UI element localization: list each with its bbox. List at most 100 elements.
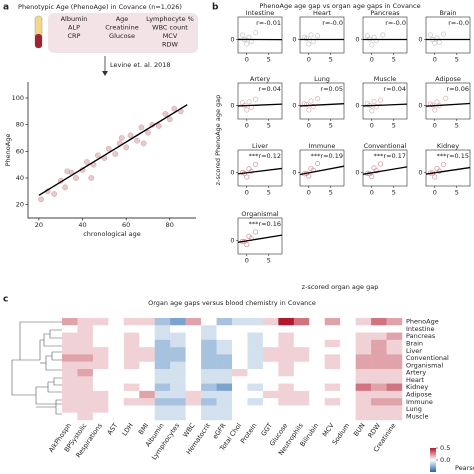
heat-cell — [185, 332, 202, 341]
heat-cell — [170, 398, 186, 406]
heat-cell — [185, 325, 202, 333]
x-axis-label: z-scored organ age gap — [302, 283, 379, 291]
point — [434, 35, 440, 41]
r-label: ***r=0.17 — [374, 152, 406, 160]
x-tick-label: 0 — [307, 122, 311, 130]
axes — [27, 82, 196, 219]
heat-cell — [371, 347, 387, 355]
point — [380, 32, 386, 38]
point — [64, 168, 71, 175]
heat-cell — [108, 376, 125, 384]
heat-cell — [340, 361, 356, 370]
input-item: Lymphocyte % — [146, 15, 194, 23]
heat-cell — [154, 405, 171, 413]
heat-cell — [340, 354, 356, 362]
heat-cell — [247, 325, 264, 333]
point — [308, 32, 314, 38]
x-tick-label: 20 — [35, 221, 43, 229]
heat-cell — [108, 361, 125, 370]
heat-cell — [371, 354, 387, 362]
heat-cell — [185, 361, 202, 370]
point — [436, 39, 442, 45]
x-tick-label: 0 — [245, 257, 249, 265]
r-label: r=0.06 — [446, 85, 469, 93]
heat-cell — [293, 369, 310, 377]
heat-cell — [139, 398, 155, 406]
heat-cell — [170, 369, 186, 377]
heat-cell — [293, 339, 310, 348]
heat-cell — [185, 318, 202, 326]
input-item: Glucose — [109, 32, 135, 40]
heat-cell — [62, 405, 78, 413]
heat-cell — [386, 354, 403, 362]
subplot-frame — [237, 82, 283, 120]
heat-cell — [154, 332, 171, 341]
heat-cell — [139, 383, 155, 392]
row-label: PhenoAge — [406, 318, 439, 326]
heat-cell — [262, 318, 279, 326]
subplot-title: Organismal — [241, 210, 278, 218]
heat-cell — [201, 412, 217, 421]
heat-cell — [371, 376, 387, 384]
heat-cell — [62, 412, 78, 421]
heat-cell — [247, 369, 264, 377]
subplot-title: Intestine — [246, 9, 274, 17]
point — [253, 161, 259, 167]
heat-cell — [262, 354, 279, 362]
heat-cell — [154, 361, 171, 370]
heat-cell — [139, 405, 155, 413]
heat-cell — [185, 376, 202, 384]
heat-cell — [201, 369, 217, 377]
point — [364, 33, 370, 39]
x-tick-label: 0 — [307, 189, 311, 197]
heat-cell — [139, 339, 155, 348]
heat-cell — [77, 325, 94, 333]
heat-cell — [262, 390, 279, 399]
y-tick-label: 0 — [230, 102, 234, 110]
point — [308, 98, 314, 104]
heat-cell — [108, 354, 125, 362]
heat-cell — [247, 390, 264, 399]
heat-cell — [293, 318, 310, 326]
heat-cell — [386, 318, 403, 326]
heat-cell — [77, 339, 94, 348]
row-label: Conventional — [406, 354, 449, 362]
dendrogram — [11, 321, 62, 415]
x-tick-label: 5 — [267, 257, 271, 265]
heat-cell — [139, 390, 155, 399]
heat-cell — [309, 390, 325, 399]
heat-cell — [278, 412, 295, 421]
heat-cell — [62, 369, 78, 377]
heat-cell — [185, 369, 202, 377]
point — [244, 41, 250, 47]
heat-cell — [154, 383, 171, 392]
heat-cell — [324, 325, 341, 333]
heat-cell — [340, 332, 356, 341]
point — [373, 38, 379, 44]
heat-cell — [371, 383, 387, 392]
heat-cell — [232, 361, 248, 370]
point — [123, 144, 129, 151]
heat-cell — [154, 398, 171, 406]
y-tick-label: 100 — [12, 94, 24, 102]
input-item: Albumin — [61, 15, 88, 23]
heat-cell — [355, 412, 372, 421]
heat-cell — [293, 390, 310, 399]
heat-cell — [201, 325, 217, 333]
heat-cell — [108, 325, 125, 333]
y-tick-label: 0 — [292, 169, 296, 177]
heat-cell — [278, 383, 295, 392]
column-label: LDH — [121, 422, 135, 438]
point — [239, 32, 245, 38]
heat-cell — [92, 376, 109, 384]
heat-cell — [123, 339, 140, 348]
heat-cell — [247, 405, 264, 413]
heat-cell — [92, 354, 109, 362]
heat-cell — [170, 354, 186, 362]
heat-cell — [154, 354, 171, 362]
heat-cell — [62, 354, 78, 362]
heat-cell — [77, 376, 94, 384]
point — [432, 174, 438, 180]
heat-cell — [262, 398, 279, 406]
x-tick-label: 60 — [122, 221, 130, 229]
